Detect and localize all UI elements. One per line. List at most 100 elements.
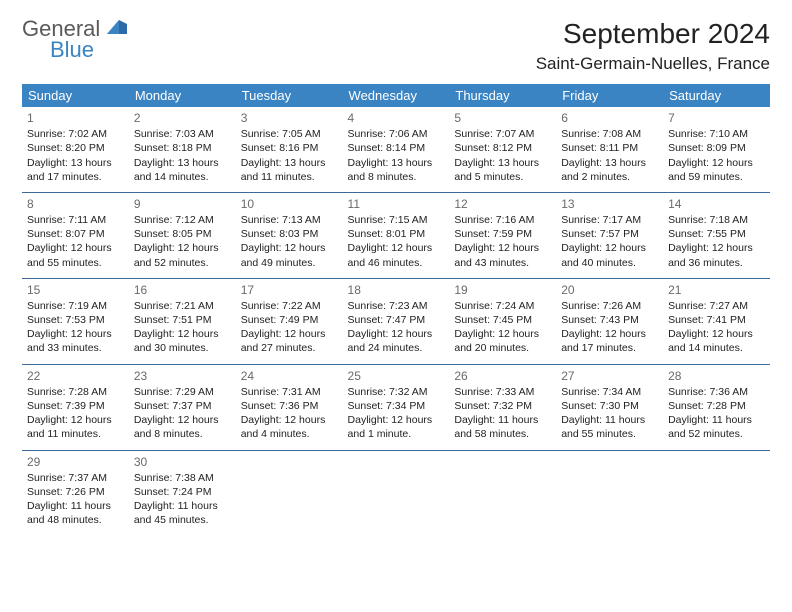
- calendar-cell: 20Sunrise: 7:26 AMSunset: 7:43 PMDayligh…: [556, 278, 663, 364]
- day-number: 7: [668, 110, 765, 126]
- day-number: 2: [134, 110, 231, 126]
- sunset-text: Sunset: 7:36 PM: [241, 399, 338, 413]
- daylight-text: Daylight: 12 hours and 55 minutes.: [27, 241, 124, 269]
- day-number: 10: [241, 196, 338, 212]
- daylight-text: Daylight: 11 hours and 48 minutes.: [27, 499, 124, 527]
- calendar-cell: 13Sunrise: 7:17 AMSunset: 7:57 PMDayligh…: [556, 192, 663, 278]
- sunrise-text: Sunrise: 7:10 AM: [668, 127, 765, 141]
- daylight-text: Daylight: 12 hours and 40 minutes.: [561, 241, 658, 269]
- calendar-cell: 14Sunrise: 7:18 AMSunset: 7:55 PMDayligh…: [663, 192, 770, 278]
- day-number: 23: [134, 368, 231, 384]
- daylight-text: Daylight: 13 hours and 11 minutes.: [241, 156, 338, 184]
- day-header-row: SundayMondayTuesdayWednesdayThursdayFrid…: [22, 84, 770, 107]
- sunset-text: Sunset: 7:57 PM: [561, 227, 658, 241]
- day-number: 15: [27, 282, 124, 298]
- day-number: 18: [348, 282, 445, 298]
- daylight-text: Daylight: 12 hours and 11 minutes.: [27, 413, 124, 441]
- flag-icon: [107, 23, 127, 40]
- daylight-text: Daylight: 12 hours and 36 minutes.: [668, 241, 765, 269]
- sunrise-text: Sunrise: 7:28 AM: [27, 385, 124, 399]
- header: General Blue September 2024 Saint-Germai…: [22, 18, 770, 74]
- day-number: 12: [454, 196, 551, 212]
- sunset-text: Sunset: 8:01 PM: [348, 227, 445, 241]
- sunset-text: Sunset: 8:12 PM: [454, 141, 551, 155]
- daylight-text: Daylight: 11 hours and 55 minutes.: [561, 413, 658, 441]
- daylight-text: Daylight: 11 hours and 58 minutes.: [454, 413, 551, 441]
- sunset-text: Sunset: 7:30 PM: [561, 399, 658, 413]
- calendar-cell: 17Sunrise: 7:22 AMSunset: 7:49 PMDayligh…: [236, 278, 343, 364]
- calendar-cell: 3Sunrise: 7:05 AMSunset: 8:16 PMDaylight…: [236, 107, 343, 192]
- day-number: 6: [561, 110, 658, 126]
- sunset-text: Sunset: 7:45 PM: [454, 313, 551, 327]
- calendar-cell: [663, 450, 770, 535]
- calendar-cell: 10Sunrise: 7:13 AMSunset: 8:03 PMDayligh…: [236, 192, 343, 278]
- sunset-text: Sunset: 8:20 PM: [27, 141, 124, 155]
- sunrise-text: Sunrise: 7:02 AM: [27, 127, 124, 141]
- sunrise-text: Sunrise: 7:08 AM: [561, 127, 658, 141]
- logo-blue: Blue: [50, 39, 127, 61]
- calendar-cell: [449, 450, 556, 535]
- sunrise-text: Sunrise: 7:21 AM: [134, 299, 231, 313]
- sunrise-text: Sunrise: 7:07 AM: [454, 127, 551, 141]
- sunset-text: Sunset: 7:41 PM: [668, 313, 765, 327]
- calendar-cell: 25Sunrise: 7:32 AMSunset: 7:34 PMDayligh…: [343, 364, 450, 450]
- daylight-text: Daylight: 12 hours and 1 minute.: [348, 413, 445, 441]
- daylight-text: Daylight: 12 hours and 20 minutes.: [454, 327, 551, 355]
- day-number: 24: [241, 368, 338, 384]
- sunrise-text: Sunrise: 7:37 AM: [27, 471, 124, 485]
- sunrise-text: Sunrise: 7:27 AM: [668, 299, 765, 313]
- sunset-text: Sunset: 7:32 PM: [454, 399, 551, 413]
- calendar-cell: 1Sunrise: 7:02 AMSunset: 8:20 PMDaylight…: [22, 107, 129, 192]
- calendar-row: 8Sunrise: 7:11 AMSunset: 8:07 PMDaylight…: [22, 192, 770, 278]
- sunrise-text: Sunrise: 7:33 AM: [454, 385, 551, 399]
- daylight-text: Daylight: 11 hours and 52 minutes.: [668, 413, 765, 441]
- sunrise-text: Sunrise: 7:11 AM: [27, 213, 124, 227]
- calendar-cell: 27Sunrise: 7:34 AMSunset: 7:30 PMDayligh…: [556, 364, 663, 450]
- day-header: Wednesday: [343, 84, 450, 107]
- calendar-cell: 7Sunrise: 7:10 AMSunset: 8:09 PMDaylight…: [663, 107, 770, 192]
- day-number: 30: [134, 454, 231, 470]
- day-number: 5: [454, 110, 551, 126]
- day-number: 11: [348, 196, 445, 212]
- calendar-cell: 30Sunrise: 7:38 AMSunset: 7:24 PMDayligh…: [129, 450, 236, 535]
- sunrise-text: Sunrise: 7:36 AM: [668, 385, 765, 399]
- location: Saint-Germain-Nuelles, France: [536, 54, 770, 74]
- sunrise-text: Sunrise: 7:05 AM: [241, 127, 338, 141]
- logo-text-block: General Blue: [22, 18, 127, 61]
- calendar-cell: 19Sunrise: 7:24 AMSunset: 7:45 PMDayligh…: [449, 278, 556, 364]
- calendar-row: 29Sunrise: 7:37 AMSunset: 7:26 PMDayligh…: [22, 450, 770, 535]
- sunrise-text: Sunrise: 7:03 AM: [134, 127, 231, 141]
- daylight-text: Daylight: 12 hours and 46 minutes.: [348, 241, 445, 269]
- sunset-text: Sunset: 8:11 PM: [561, 141, 658, 155]
- day-number: 26: [454, 368, 551, 384]
- day-number: 27: [561, 368, 658, 384]
- day-number: 16: [134, 282, 231, 298]
- calendar-cell: 15Sunrise: 7:19 AMSunset: 7:53 PMDayligh…: [22, 278, 129, 364]
- sunset-text: Sunset: 7:49 PM: [241, 313, 338, 327]
- sunset-text: Sunset: 7:47 PM: [348, 313, 445, 327]
- sunset-text: Sunset: 7:43 PM: [561, 313, 658, 327]
- daylight-text: Daylight: 12 hours and 49 minutes.: [241, 241, 338, 269]
- day-number: 25: [348, 368, 445, 384]
- sunset-text: Sunset: 8:14 PM: [348, 141, 445, 155]
- sunrise-text: Sunrise: 7:22 AM: [241, 299, 338, 313]
- daylight-text: Daylight: 11 hours and 45 minutes.: [134, 499, 231, 527]
- daylight-text: Daylight: 12 hours and 14 minutes.: [668, 327, 765, 355]
- title-block: September 2024 Saint-Germain-Nuelles, Fr…: [536, 18, 770, 74]
- sunset-text: Sunset: 7:26 PM: [27, 485, 124, 499]
- sunrise-text: Sunrise: 7:38 AM: [134, 471, 231, 485]
- daylight-text: Daylight: 12 hours and 4 minutes.: [241, 413, 338, 441]
- calendar-cell: 21Sunrise: 7:27 AMSunset: 7:41 PMDayligh…: [663, 278, 770, 364]
- calendar-cell: 16Sunrise: 7:21 AMSunset: 7:51 PMDayligh…: [129, 278, 236, 364]
- sunrise-text: Sunrise: 7:15 AM: [348, 213, 445, 227]
- calendar-cell: 24Sunrise: 7:31 AMSunset: 7:36 PMDayligh…: [236, 364, 343, 450]
- day-number: 28: [668, 368, 765, 384]
- day-header: Monday: [129, 84, 236, 107]
- calendar-cell: 2Sunrise: 7:03 AMSunset: 8:18 PMDaylight…: [129, 107, 236, 192]
- daylight-text: Daylight: 13 hours and 17 minutes.: [27, 156, 124, 184]
- day-number: 17: [241, 282, 338, 298]
- calendar-cell: [343, 450, 450, 535]
- day-number: 9: [134, 196, 231, 212]
- calendar-cell: 18Sunrise: 7:23 AMSunset: 7:47 PMDayligh…: [343, 278, 450, 364]
- day-number: 3: [241, 110, 338, 126]
